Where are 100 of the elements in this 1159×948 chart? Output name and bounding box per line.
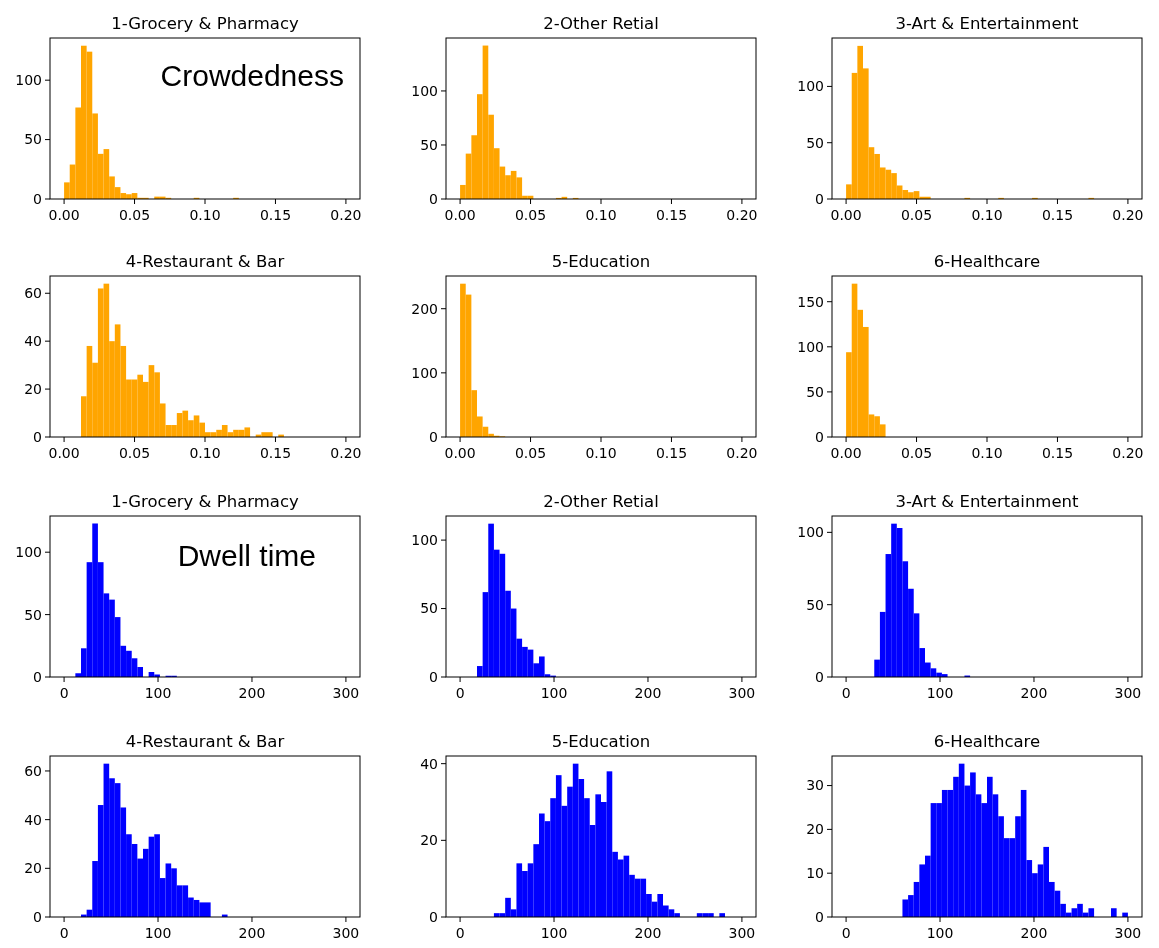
x-tick-label: 0.00	[48, 445, 80, 461]
x-tick-label: 300	[332, 925, 360, 941]
x-tick-label: 0.10	[189, 207, 221, 223]
chart-title: 5-Education	[551, 732, 651, 751]
y-tick-label: 50	[420, 600, 438, 617]
x-tick-label: 0.10	[585, 207, 617, 223]
x-tick-label: 100	[540, 685, 568, 701]
chart-title: 5-Education	[551, 252, 651, 271]
y-tick-label: 100	[411, 82, 438, 99]
y-tick-label: 40	[24, 811, 42, 828]
x-tick-label: 0.00	[444, 445, 476, 461]
y-tick-label: 50	[806, 596, 824, 613]
y-tick-label: 200	[411, 300, 438, 317]
x-tick-label: 0	[59, 685, 69, 701]
x-tick-label: 100	[144, 685, 172, 701]
y-tick-label: 60	[24, 285, 42, 302]
y-tick-label: 0	[33, 190, 42, 207]
y-tick-label: 100	[411, 532, 438, 548]
y-tick-label: 20	[24, 860, 42, 877]
x-tick-label: 0.20	[1112, 445, 1144, 461]
chart-title: 3-Art & Entertainment	[895, 14, 1080, 33]
x-tick-label: 0.20	[1112, 207, 1144, 223]
y-tick-label: 100	[797, 524, 824, 541]
x-tick-label: 0.15	[1041, 445, 1074, 461]
y-tick-label: 50	[24, 131, 42, 148]
y-tick-label: 10	[806, 865, 824, 882]
x-tick-label: 300	[1114, 685, 1142, 701]
x-tick-label: 0.15	[259, 445, 292, 461]
x-tick-label: 0.15	[655, 207, 688, 223]
y-tick-label: 150	[797, 293, 824, 310]
y-tick-label: 0	[429, 190, 438, 207]
annotation: Crowdedness	[160, 59, 344, 92]
y-tick-label: 0	[33, 668, 42, 685]
annotation: Dwell time	[177, 539, 316, 572]
x-tick-label: 0.05	[118, 207, 151, 223]
x-tick-label: 200	[634, 925, 662, 941]
y-tick-label: 40	[420, 755, 438, 772]
y-tick-label: 50	[24, 606, 42, 623]
y-tick-label: 20	[420, 832, 438, 849]
x-tick-label: 0.05	[514, 207, 547, 223]
x-tick-label: 0.15	[655, 445, 688, 461]
y-tick-label: 0	[815, 668, 824, 685]
y-tick-label: 50	[806, 383, 824, 400]
chart-title: 6-Healthcare	[933, 252, 1041, 271]
x-tick-label: 200	[238, 685, 266, 701]
chart-title: 6-Healthcare	[933, 732, 1041, 751]
x-tick-label: 0	[841, 685, 851, 701]
y-tick-label: 0	[429, 668, 438, 685]
x-tick-label: 0.10	[971, 207, 1003, 223]
x-tick-label: 100	[540, 925, 568, 941]
chart-title: 2-Other Retial	[543, 14, 659, 33]
x-tick-label: 0.10	[585, 445, 617, 461]
x-tick-label: 0.05	[514, 445, 547, 461]
x-tick-label: 0.20	[726, 445, 758, 461]
x-tick-label: 0.20	[330, 445, 362, 461]
x-tick-label: 200	[238, 925, 266, 941]
y-tick-label: 100	[797, 78, 824, 95]
x-tick-label: 200	[1020, 925, 1048, 941]
x-tick-label: 0.05	[118, 445, 151, 461]
x-tick-label: 300	[1114, 925, 1142, 941]
x-tick-label: 300	[728, 685, 756, 701]
x-tick-label: 200	[634, 685, 662, 701]
x-tick-label: 0.05	[900, 207, 933, 223]
y-tick-label: 0	[33, 908, 42, 925]
x-tick-label: 0.20	[726, 207, 758, 223]
chart-title: 1-Grocery & Pharmacy	[111, 492, 299, 511]
y-tick-label: 0	[429, 428, 438, 445]
y-tick-label: 100	[797, 338, 824, 355]
y-tick-label: 0	[429, 908, 438, 925]
x-tick-label: 0.00	[48, 207, 80, 223]
y-tick-label: 100	[411, 364, 438, 381]
x-tick-label: 0.00	[830, 445, 862, 461]
y-tick-label: 20	[806, 821, 824, 838]
y-tick-label: 60	[24, 762, 42, 779]
y-tick-label: 0	[33, 428, 42, 445]
x-tick-label: 0.10	[971, 445, 1003, 461]
x-tick-label: 100	[144, 925, 172, 941]
x-tick-label: 0	[455, 925, 465, 941]
x-tick-label: 0.05	[900, 445, 933, 461]
x-tick-label: 0	[841, 925, 851, 941]
chart-title: 4-Restaurant & Bar	[125, 732, 285, 751]
x-tick-label: 300	[332, 685, 360, 701]
x-tick-label: 0.15	[259, 207, 292, 223]
x-tick-label: 0	[455, 685, 465, 701]
x-tick-label: 300	[728, 925, 756, 941]
y-tick-label: 30	[806, 777, 824, 794]
y-tick-label: 0	[815, 428, 824, 445]
x-tick-label: 200	[1020, 685, 1048, 701]
y-tick-label: 0	[815, 908, 824, 925]
y-tick-label: 20	[24, 380, 42, 397]
x-tick-label: 100	[926, 685, 954, 701]
chart-title: 1-Grocery & Pharmacy	[111, 14, 299, 33]
y-tick-label: 100	[15, 72, 42, 89]
x-tick-label: 0.00	[444, 207, 476, 223]
y-tick-label: 100	[15, 544, 42, 561]
chart-title: 2-Other Retial	[543, 492, 659, 511]
y-tick-label: 50	[806, 134, 824, 151]
y-tick-label: 50	[420, 136, 438, 153]
x-tick-label: 100	[926, 925, 954, 941]
x-tick-label: 0.15	[1041, 207, 1074, 223]
